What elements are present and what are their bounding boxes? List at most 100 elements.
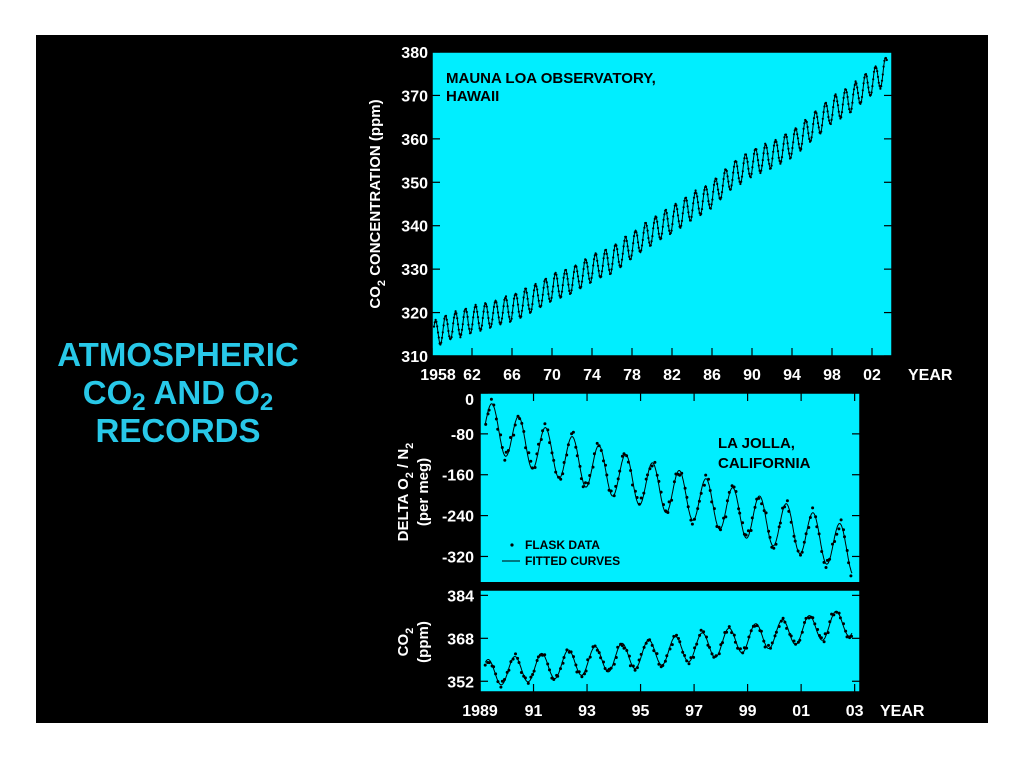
mauna-loa-point	[686, 205, 689, 208]
mauna-loa-point	[770, 164, 773, 167]
o2-flask-point	[839, 518, 843, 522]
o2-flask-point	[746, 529, 750, 533]
co2-flask-point	[759, 629, 763, 633]
o2-flask-point	[792, 534, 796, 538]
mauna-loa-point	[509, 319, 512, 322]
o2-flask-point	[566, 443, 570, 447]
mauna-loa-point	[879, 87, 882, 90]
mauna-loa-point	[577, 280, 580, 283]
mauna-loa-point	[772, 150, 775, 153]
o2-flask-point	[683, 486, 687, 490]
co2-flask-point	[574, 663, 578, 667]
o2-flask-point	[696, 507, 700, 511]
o2-flask-point	[744, 533, 748, 537]
mauna-loa-point	[749, 176, 752, 179]
mauna-loa-point	[506, 305, 509, 308]
mauna-loa-point	[566, 277, 569, 280]
mauna-loa-point	[600, 270, 604, 273]
mauna-loa-point	[752, 152, 756, 155]
mauna-loa-xtick-label: 90	[743, 367, 761, 384]
mauna-loa-point	[877, 81, 880, 84]
mauna-loa-point	[816, 115, 819, 119]
mauna-loa-point	[556, 284, 560, 287]
mauna-loa-point	[756, 153, 759, 156]
mauna-loa-point	[819, 132, 822, 135]
mauna-loa-series	[432, 56, 888, 346]
co2-flask-point	[670, 643, 674, 647]
mauna-loa-point	[808, 137, 811, 140]
mauna-loa-point	[632, 242, 635, 245]
o2-flask-point	[787, 509, 791, 513]
mauna-loa-point	[648, 241, 651, 244]
mauna-loa-point	[620, 258, 624, 261]
la-jolla-o2-series	[484, 397, 853, 578]
mauna-loa-point	[571, 283, 574, 287]
mauna-loa-point	[744, 153, 748, 156]
mauna-loa-point	[543, 280, 546, 283]
mauna-loa-point	[569, 292, 572, 295]
o2-flask-point	[562, 461, 566, 464]
mauna-loa-point	[721, 184, 724, 187]
co2-flask-point	[681, 650, 685, 654]
co2-flask-point	[710, 652, 714, 656]
mauna-loa-annotation-line-2: HAWAII	[446, 88, 499, 105]
co2-flask-point	[719, 643, 723, 647]
mauna-loa-point	[451, 330, 454, 333]
co2-flask-point	[727, 625, 731, 629]
mauna-loa-xtick-label: 78	[623, 367, 641, 384]
mauna-loa-point	[838, 114, 841, 117]
co2-xtick-label: 1989	[462, 703, 498, 720]
mauna-loa-point	[554, 271, 557, 274]
mauna-loa-point	[882, 65, 885, 68]
mauna-loa-point	[720, 196, 723, 199]
mauna-loa-point	[477, 322, 480, 325]
o2-flask-point	[804, 532, 808, 536]
mauna-loa-point	[560, 290, 564, 293]
mauna-loa-point	[843, 91, 846, 94]
mauna-loa-point	[582, 267, 585, 271]
mauna-loa-point	[644, 221, 648, 225]
o2-flask-point	[704, 473, 708, 477]
la-jolla-o2-ticks: 0 -80 -160 -240 -320	[442, 392, 860, 566]
co2-flask-point	[552, 678, 556, 681]
mauna-loa-point	[745, 157, 748, 160]
mauna-loa-point	[840, 111, 844, 114]
co2-flask-point	[631, 664, 635, 668]
mauna-loa-point	[764, 144, 768, 147]
mauna-loa-point	[679, 226, 682, 229]
mauna-loa-point	[465, 310, 468, 314]
legend-flask-label: FLASK DATA	[525, 538, 600, 552]
co2-flask-point	[523, 676, 527, 680]
mauna-loa-point	[658, 236, 661, 239]
mauna-loa-point	[844, 88, 848, 91]
co2-flask-point	[635, 666, 639, 670]
mauna-loa-point	[717, 192, 720, 195]
co2-flask-point	[685, 659, 689, 663]
o2-flask-point	[672, 480, 676, 484]
o2-flask-point	[612, 494, 616, 498]
mauna-loa-point	[801, 134, 804, 137]
mauna-loa-point	[462, 316, 465, 319]
mauna-loa-point	[842, 96, 845, 99]
mauna-loa-point	[456, 317, 459, 320]
o2-flask-point	[831, 542, 834, 546]
mauna-loa-point	[861, 89, 864, 92]
mauna-loa-point	[629, 257, 632, 261]
mauna-loa-point	[681, 212, 684, 215]
mauna-loa-point	[820, 130, 823, 133]
mauna-loa-point	[700, 212, 703, 215]
mauna-loa-point	[759, 171, 762, 175]
title-line-3: RECORDS	[95, 412, 261, 449]
co2-flask-point	[657, 662, 661, 666]
la-jolla-legend: FLASK DATA FITTED CURVES	[502, 538, 620, 568]
o2-flask-point	[487, 408, 491, 412]
o2-flask-point	[565, 453, 569, 457]
mauna-loa-point	[564, 268, 568, 272]
mauna-loa-ylabel-sub: 2	[376, 280, 388, 286]
mauna-loa-point	[596, 259, 599, 262]
co2-flask-point	[616, 645, 620, 649]
co2-flask-point	[781, 616, 785, 620]
mauna-loa-point	[617, 260, 620, 263]
la-jolla-co2-plot-area	[479, 589, 861, 693]
o2-flask-point	[708, 489, 712, 492]
